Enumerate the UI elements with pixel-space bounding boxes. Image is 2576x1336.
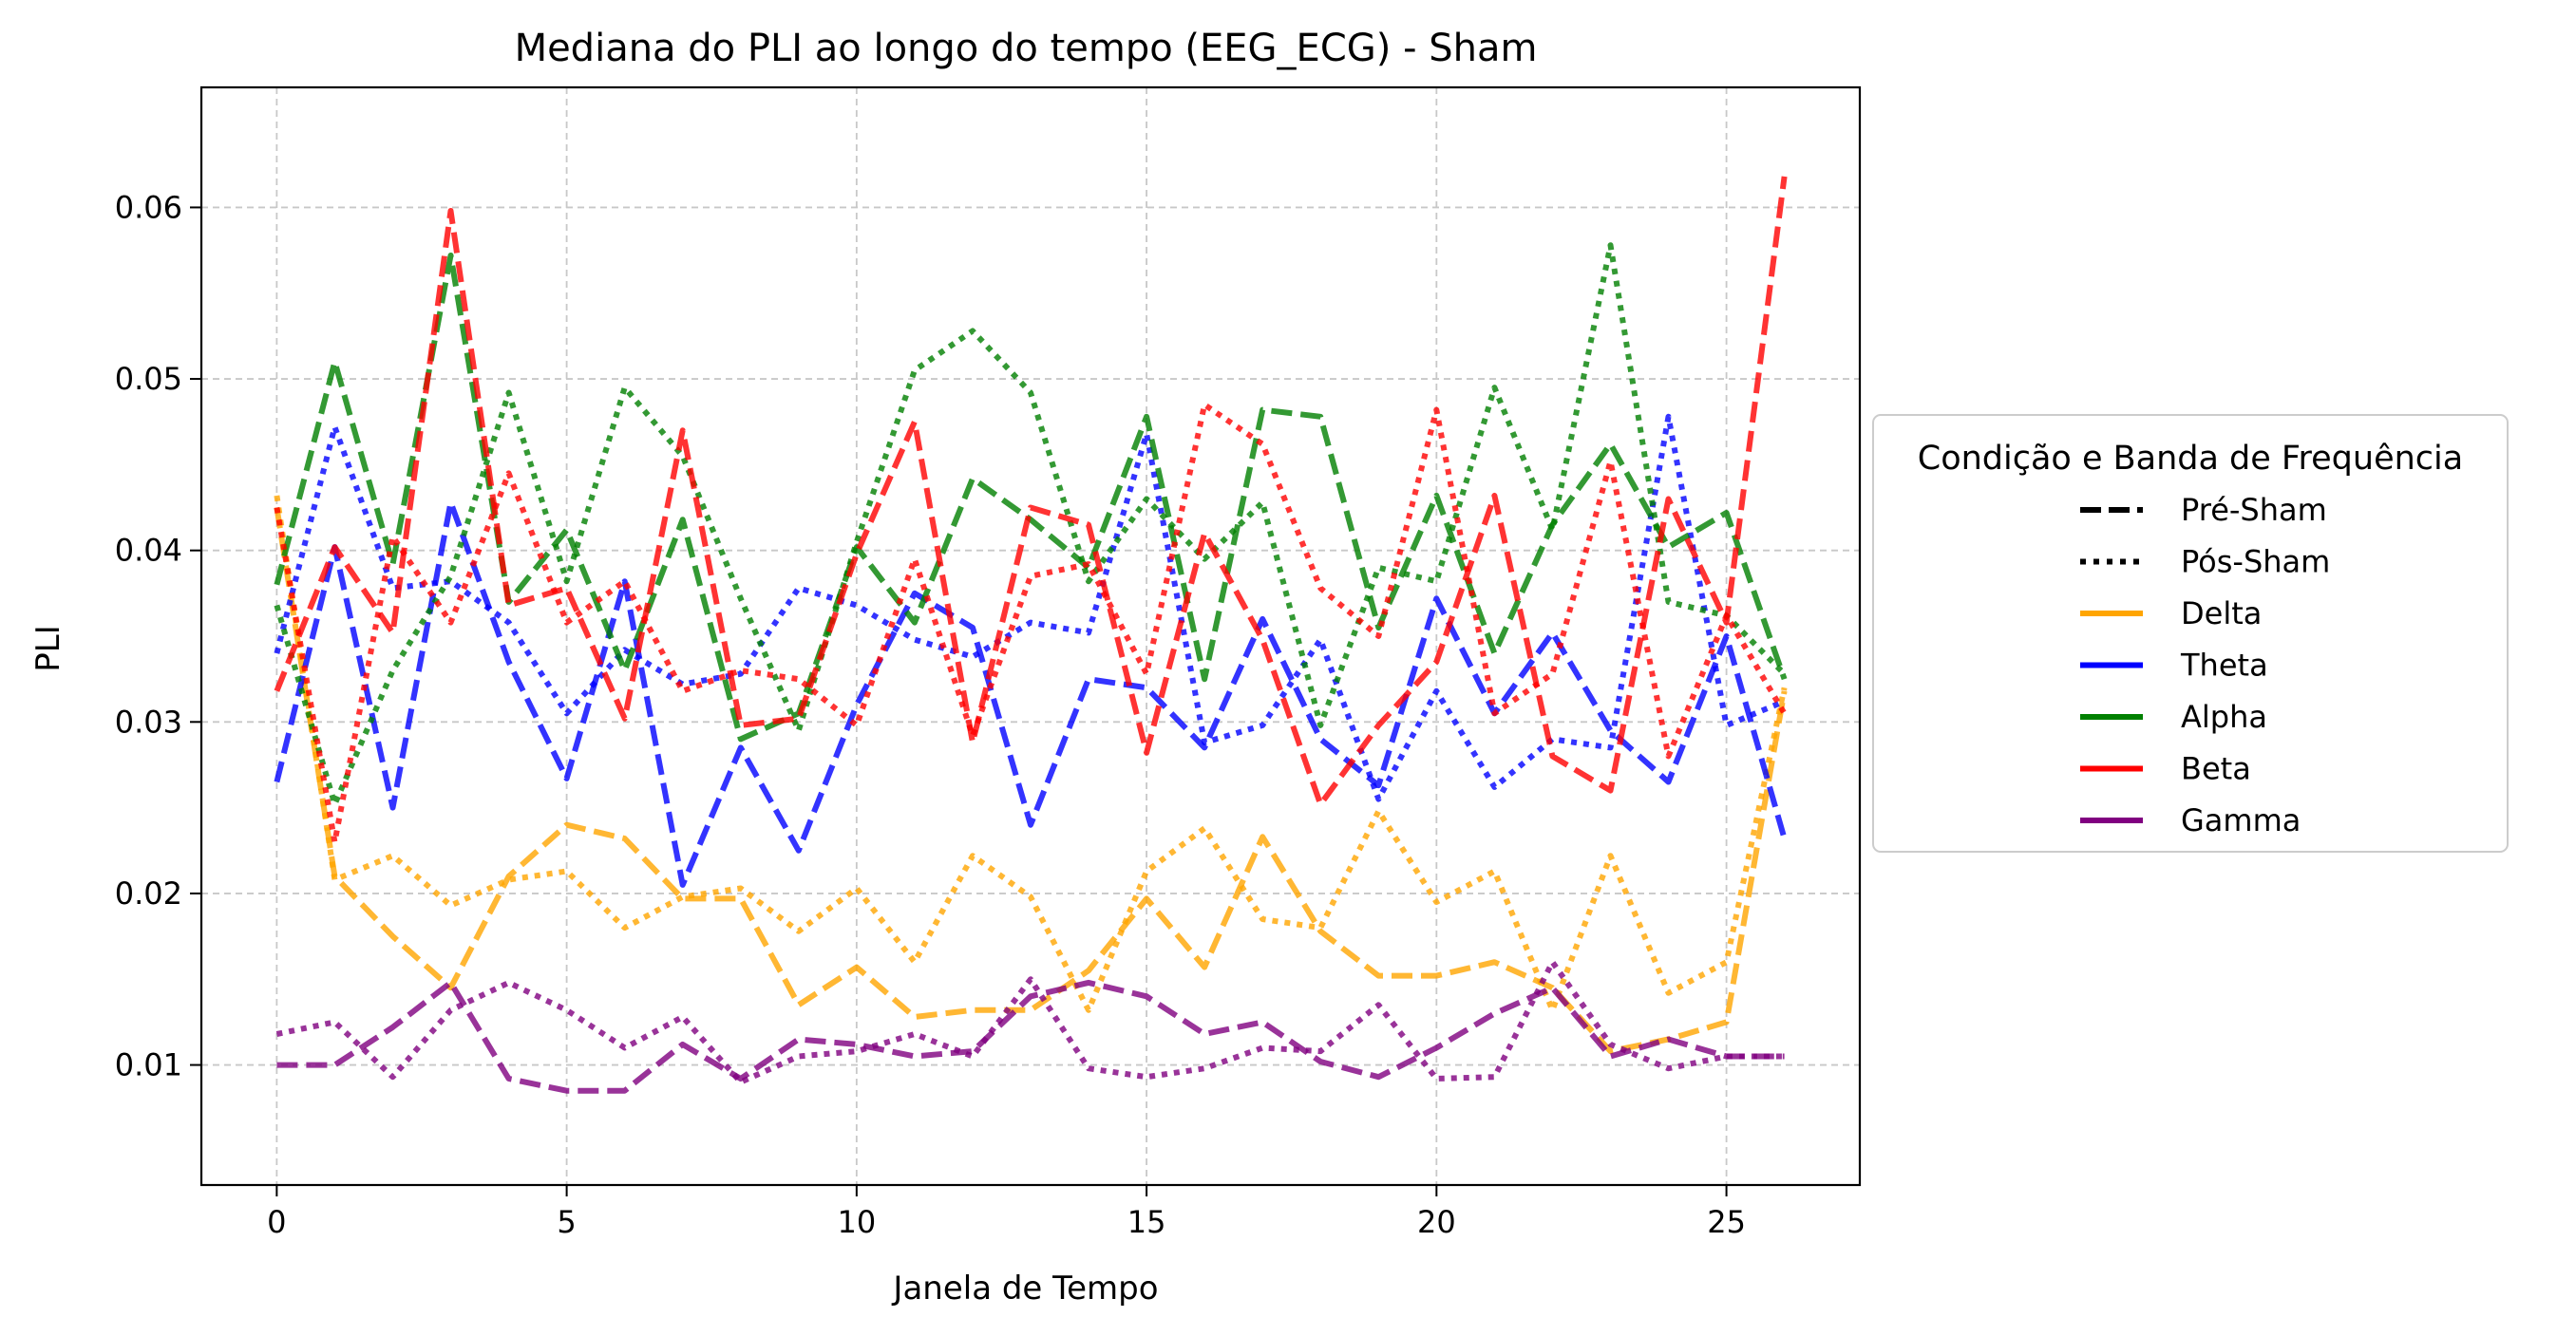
- series-line-theta-pre: [274, 499, 1788, 888]
- series-line-beta-pos: [274, 402, 1788, 845]
- y-tick-label: 0.04: [115, 533, 182, 569]
- x-tick-label: 15: [1127, 1204, 1166, 1240]
- x-tick-label: 20: [1417, 1204, 1456, 1240]
- series-line-gamma-pre: [276, 979, 1785, 1094]
- y-tick-label: 0.01: [115, 1047, 182, 1083]
- series-line-alpha-pre: [274, 253, 1788, 743]
- series-line-delta-pos: [274, 495, 1788, 1013]
- y-tick-label: 0.02: [115, 875, 182, 912]
- x-tick-label: 0: [267, 1204, 286, 1240]
- chart-title: Mediana do PLI ao longo do tempo (EEG_EC…: [515, 27, 1538, 70]
- series-line-beta-pre: [274, 176, 1788, 807]
- legend-box: [1872, 414, 2509, 853]
- y-axis-label: PLI: [29, 625, 67, 671]
- series-line-alpha-pos: [274, 242, 1787, 807]
- y-tick-label: 0.03: [115, 704, 182, 740]
- legend-label: Pós-Sham: [2181, 544, 2330, 580]
- y-tick-label: 0.06: [115, 189, 182, 225]
- legend-label: Alpha: [2181, 699, 2267, 735]
- legend-title: Condição e Banda de Frequência: [1918, 440, 2463, 478]
- x-tick-label: 5: [557, 1204, 576, 1240]
- series-lines: [274, 176, 1788, 1094]
- legend: Condição e Banda de Frequência Pré-ShamP…: [1872, 414, 2509, 853]
- x-tick-label: 25: [1707, 1204, 1746, 1240]
- legend-entries: Pré-Sham Pós-Sham Delta Theta Alpha Beta Gamma: [2080, 492, 2330, 838]
- plot-frame: [199, 85, 1862, 1187]
- legend-label: Theta: [2180, 648, 2268, 684]
- series-line-gamma-pos: [275, 959, 1785, 1085]
- x-tick-label: 10: [837, 1204, 876, 1240]
- x-axis-label: Janela de Tempo: [891, 1270, 1158, 1308]
- legend-label: Beta: [2181, 751, 2251, 787]
- y-tick-label: 0.05: [115, 361, 182, 397]
- legend-label: Gamma: [2181, 802, 2301, 838]
- legend-label: Pré-Sham: [2181, 492, 2327, 528]
- series-line-delta-pre: [274, 507, 1788, 1055]
- legend-label: Delta: [2181, 595, 2262, 631]
- axis-ticks: 0 5 10 15 20 25 0.01 0.02 0.03 0.04 0.05 0.06: [115, 189, 1746, 1240]
- series-line-theta-pos: [274, 413, 1786, 802]
